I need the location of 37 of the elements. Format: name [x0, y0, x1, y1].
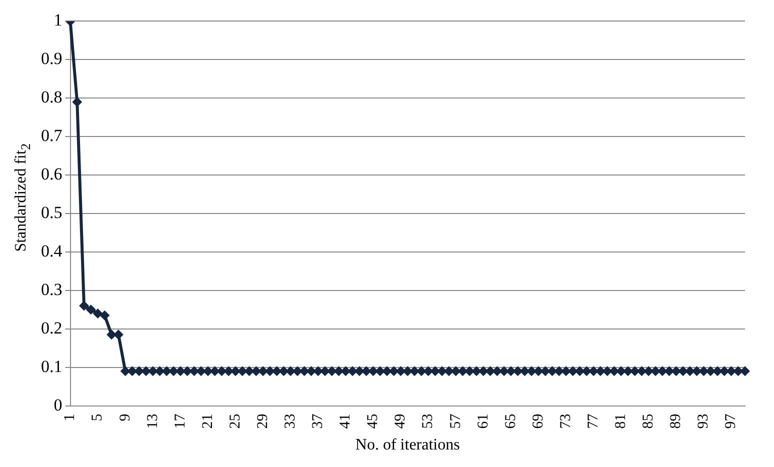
y-tick-label: 0.6	[41, 164, 62, 184]
y-tick-label: 1	[54, 10, 62, 30]
y-tick-label: 0.8	[41, 88, 62, 107]
x-tick-label: 25	[227, 414, 244, 429]
x-tick-label: 21	[200, 414, 216, 429]
x-tick-label: 97	[723, 413, 740, 429]
x-tick-label: 57	[448, 413, 464, 429]
x-tick-label: 33	[282, 414, 299, 429]
y-tick-label: 0.4	[41, 241, 63, 260]
x-tick-label: 61	[475, 414, 492, 429]
x-tick-label: 29	[254, 414, 271, 429]
x-tick-label: 65	[502, 414, 519, 429]
y-tick-label: 0	[54, 395, 62, 414]
x-tick-label: 37	[310, 413, 326, 429]
x-tick-label: 73	[558, 414, 574, 429]
x-tick-label: 93	[696, 414, 712, 429]
x-tick-label: 53	[420, 414, 436, 429]
x-tick-label: 49	[392, 414, 409, 429]
x-tick-label: 1	[62, 414, 78, 422]
x-tick-label: 41	[338, 414, 354, 429]
x-axis-title: No. of iterations	[355, 436, 460, 454]
x-tick-label: 13	[144, 414, 161, 429]
x-tick-label: 89	[668, 414, 684, 429]
x-tick-label: 77	[585, 413, 602, 429]
y-tick-label: 0.9	[41, 49, 62, 68]
x-tick-label: 45	[365, 414, 382, 429]
x-tick-label: 5	[90, 414, 106, 422]
x-tick-label: 81	[613, 414, 630, 429]
y-tick-label: 0.7	[41, 126, 63, 146]
x-tick-label: 17	[172, 413, 188, 429]
y-tick-label: 0.2	[41, 318, 62, 338]
x-tick-label: 85	[640, 414, 657, 429]
y-tick-label: 0.3	[41, 280, 62, 299]
x-tick-label: 69	[530, 414, 546, 429]
y-tick-label: 0.1	[41, 356, 62, 376]
y-tick-label: 0.5	[41, 202, 62, 222]
x-tick-label: 9	[117, 414, 134, 422]
